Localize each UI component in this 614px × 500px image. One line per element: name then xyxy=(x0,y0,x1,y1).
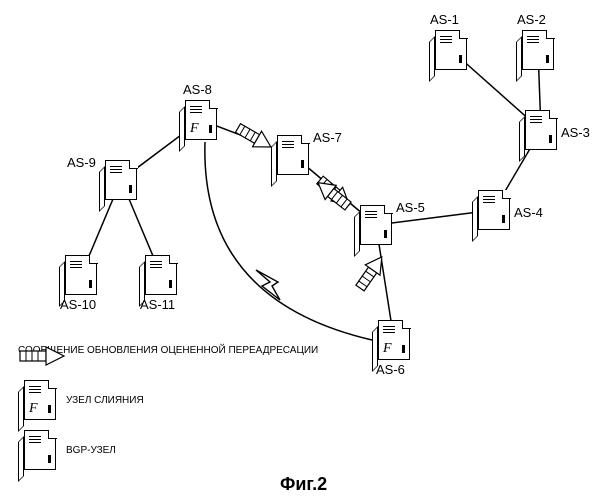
node-label: AS-4 xyxy=(514,205,543,220)
node-as5: AS-5 xyxy=(360,205,392,245)
node-as11: AS-11 xyxy=(145,255,177,295)
node-as4: AS-4 xyxy=(478,190,510,230)
node-as7: AS-7 xyxy=(277,135,309,175)
node-label: AS-10 xyxy=(60,297,96,312)
node-as8: F AS-8 xyxy=(185,100,217,140)
msg-arrow-icon xyxy=(18,345,68,367)
node-label: AS-6 xyxy=(376,362,405,377)
legend-merge-node: F УЗЕЛ СЛИЯНИЯ xyxy=(18,380,144,420)
bolt-icon xyxy=(256,270,280,300)
node-as2: AS-2 xyxy=(522,30,554,70)
merge-f-icon: F xyxy=(190,121,199,137)
node-as6: F AS-6 xyxy=(378,320,410,360)
node-label: AS-5 xyxy=(396,200,425,215)
node-label: AS-7 xyxy=(313,130,342,145)
legend-bgp-node: BGP-УЗЕЛ xyxy=(18,430,116,470)
msg-arrow-icon xyxy=(234,120,276,155)
node-label: AS-11 xyxy=(140,297,175,312)
figure-caption: Фиг.2 xyxy=(280,474,327,495)
node-as3: AS-3 xyxy=(525,110,557,150)
node-label: AS-2 xyxy=(517,12,546,27)
legend-merge-label: УЗЕЛ СЛИЯНИЯ xyxy=(66,395,144,406)
legend-arrow: СООБЩЕНИЕ ОБНОВЛЕНИЯ ОЦЕНЕННОЙ ПЕРЕАДРЕС… xyxy=(18,345,318,356)
node-label: AS-1 xyxy=(430,12,459,27)
node-as9: AS-9 xyxy=(105,160,137,200)
merge-f-icon: F xyxy=(383,341,392,357)
node-label: AS-8 xyxy=(183,82,212,97)
node-label: AS-3 xyxy=(561,125,590,140)
node-as1: AS-1 xyxy=(435,30,467,70)
node-as10: AS-10 xyxy=(65,255,97,295)
legend-bgp-label: BGP-УЗЕЛ xyxy=(66,445,116,456)
node-label: AS-9 xyxy=(67,155,96,170)
